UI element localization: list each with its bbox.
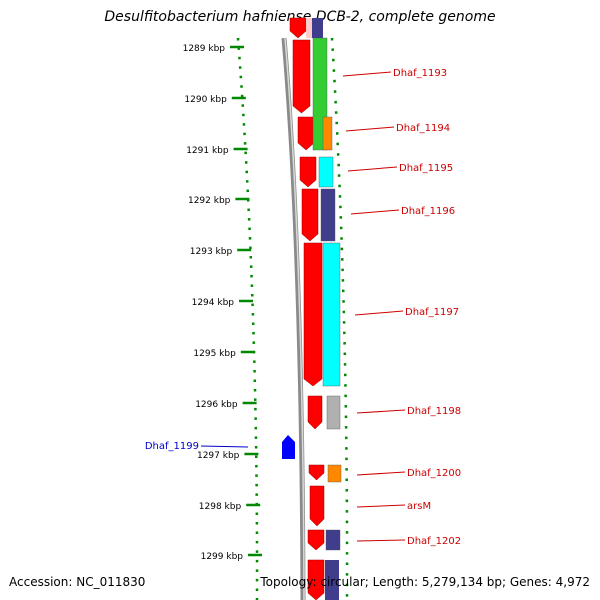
gene-block — [318, 156, 334, 188]
gene-label: Dhaf_1197 — [405, 307, 459, 318]
strand-arrow — [307, 529, 325, 551]
gene-label: Dhaf_1195 — [399, 163, 453, 174]
gene-leader-line — [345, 126, 395, 132]
strand-arrow — [301, 188, 319, 242]
gene-block — [309, 18, 323, 38]
ruler-label: 1297 kbp — [197, 451, 240, 461]
ruler-label: 1289 kbp — [183, 44, 226, 54]
accession-text: Accession: NC_011830 — [9, 575, 146, 589]
ruler-label: 1291 kbp — [186, 146, 229, 156]
gene-leader-line — [356, 471, 406, 476]
gene-leader-line — [356, 504, 406, 508]
gene-label: Dhaf_1194 — [396, 123, 450, 134]
strand-arrow — [307, 559, 325, 600]
gene-block — [325, 529, 341, 551]
gene-block — [325, 560, 339, 600]
ruler-label: 1292 kbp — [188, 196, 231, 206]
gene-label: Dhaf_1198 — [407, 406, 461, 417]
gene-leader-line — [342, 71, 392, 77]
genome-summary-text: Topology: circular; Length: 5,279,134 bp… — [260, 575, 590, 589]
gene-leader-line — [350, 209, 400, 215]
gene-leader-line — [356, 409, 406, 414]
strand-arrow — [292, 39, 311, 114]
ruler-label: 1299 kbp — [201, 552, 244, 562]
gene-block — [327, 464, 342, 483]
gene-block — [322, 116, 333, 151]
gene-leader-line — [347, 166, 398, 172]
ruler-label: 1298 kbp — [199, 502, 242, 512]
gene-label: Dhaf_1200 — [407, 468, 461, 479]
ruler-label: 1294 kbp — [192, 298, 235, 308]
strand-arrow — [308, 464, 325, 481]
gene-block — [306, 18, 312, 38]
blue-gene-arrow — [282, 435, 295, 459]
inner-dotted-line — [330, 37, 349, 600]
gene-block — [322, 242, 341, 387]
gene-label: Dhaf_1199 — [145, 441, 199, 452]
gene-leader-line — [200, 445, 249, 448]
strand-arrow — [297, 116, 315, 151]
ruler-label: 1296 kbp — [195, 400, 238, 410]
gene-block — [326, 395, 341, 430]
strand-arrow — [299, 156, 317, 188]
backbone-highlight — [284, 37, 305, 600]
strand-arrow — [303, 242, 323, 387]
strand-arrow — [289, 17, 307, 39]
gene-label: arsM — [407, 501, 431, 512]
gene-label: Dhaf_1196 — [401, 206, 455, 217]
strand-arrow — [309, 485, 325, 527]
ruler-label: 1290 kbp — [184, 95, 227, 105]
ruler-dotted-line — [236, 37, 259, 600]
backbone-line — [281, 37, 306, 600]
gene-label: Dhaf_1202 — [407, 536, 461, 547]
ruler-label: 1293 kbp — [190, 247, 233, 257]
ruler-label: 1295 kbp — [193, 349, 236, 359]
strand-arrow — [307, 395, 323, 430]
gene-leader-line — [354, 310, 404, 316]
genome-title: Desulfitobacterium hafniense DCB-2, comp… — [104, 9, 496, 25]
gene-label: Dhaf_1193 — [393, 68, 447, 79]
gene-leader-line — [356, 539, 406, 542]
gene-block — [320, 188, 336, 242]
